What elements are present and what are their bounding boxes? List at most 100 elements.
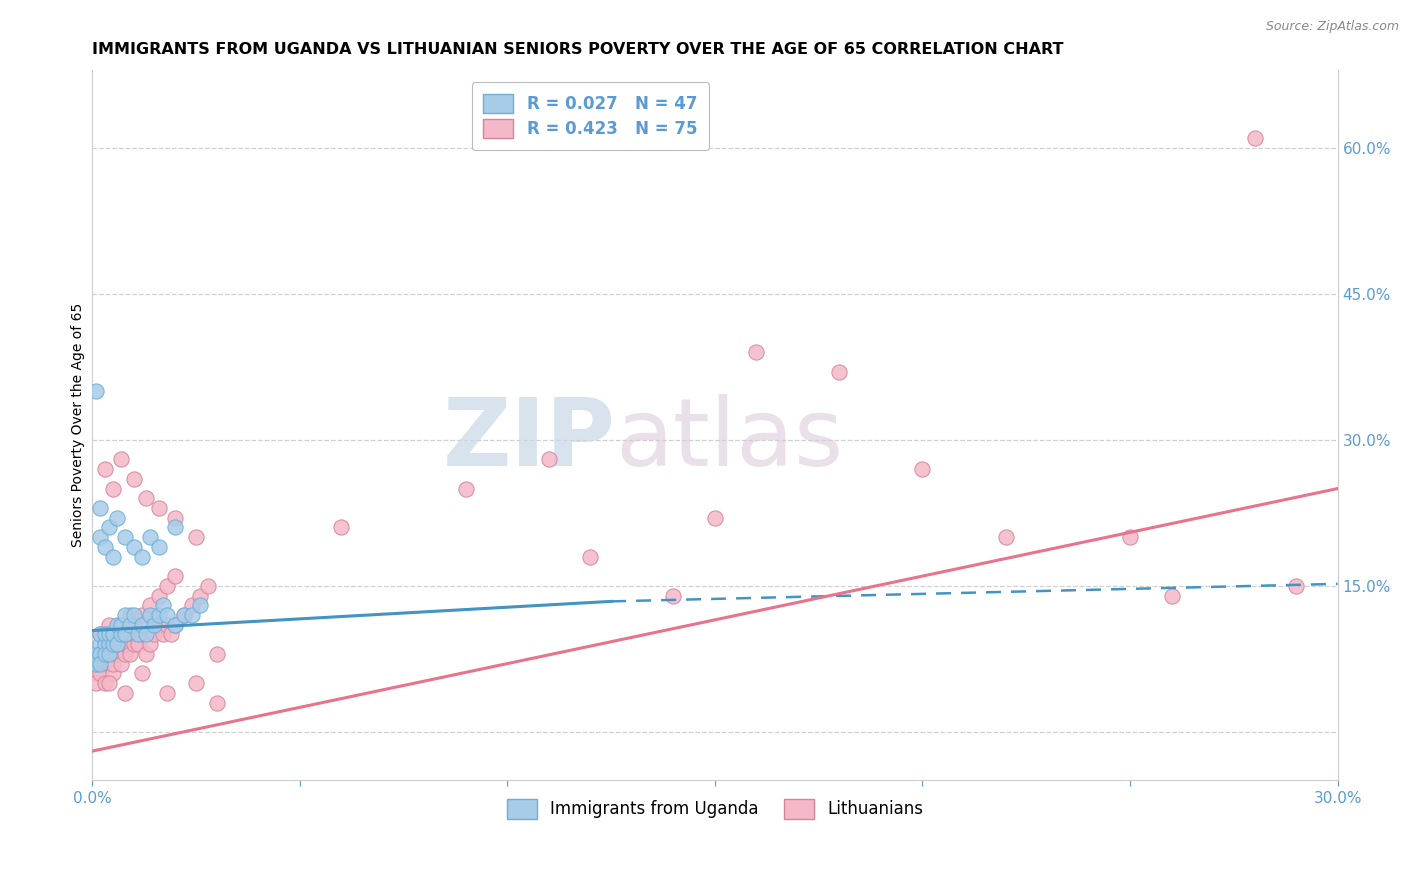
Point xyxy=(97,676,120,690)
Point xyxy=(93,637,115,651)
Point xyxy=(152,627,174,641)
Point xyxy=(131,549,153,564)
Legend: Immigrants from Uganda, Lithuanians: Immigrants from Uganda, Lithuanians xyxy=(501,793,929,825)
Point xyxy=(122,472,145,486)
Point xyxy=(122,617,145,632)
Point xyxy=(135,647,157,661)
Point xyxy=(110,617,132,632)
Point xyxy=(139,607,162,622)
Point xyxy=(97,520,120,534)
Point xyxy=(110,452,132,467)
Point xyxy=(105,637,128,651)
Point xyxy=(662,589,685,603)
Point xyxy=(101,627,124,641)
Point xyxy=(165,617,187,632)
Point xyxy=(89,657,111,671)
Point xyxy=(114,607,136,622)
Point xyxy=(703,510,725,524)
Point xyxy=(1160,589,1182,603)
Point xyxy=(93,462,115,476)
Point xyxy=(105,637,128,651)
Point xyxy=(89,627,111,641)
Point xyxy=(143,617,166,632)
Point xyxy=(579,549,602,564)
Point xyxy=(101,637,124,651)
Point xyxy=(188,599,211,613)
Point xyxy=(86,647,108,661)
Point xyxy=(165,569,187,583)
Point xyxy=(197,579,219,593)
Point xyxy=(122,627,145,641)
Point xyxy=(184,530,207,544)
Point xyxy=(165,510,187,524)
Point xyxy=(93,637,115,651)
Text: Source: ZipAtlas.com: Source: ZipAtlas.com xyxy=(1265,20,1399,33)
Point xyxy=(122,607,145,622)
Point xyxy=(101,627,124,641)
Point xyxy=(114,637,136,651)
Point xyxy=(86,384,108,399)
Point xyxy=(127,627,149,641)
Point xyxy=(93,676,115,690)
Point xyxy=(114,627,136,641)
Point xyxy=(994,530,1017,544)
Point xyxy=(188,589,211,603)
Point xyxy=(122,637,145,651)
Point xyxy=(105,617,128,632)
Point xyxy=(110,617,132,632)
Point xyxy=(97,647,120,661)
Point xyxy=(101,549,124,564)
Point xyxy=(745,345,768,359)
Point xyxy=(205,647,228,661)
Point xyxy=(184,676,207,690)
Point xyxy=(143,627,166,641)
Point xyxy=(93,647,115,661)
Point xyxy=(114,530,136,544)
Point xyxy=(1285,579,1308,593)
Point xyxy=(131,607,153,622)
Point xyxy=(114,627,136,641)
Point xyxy=(156,579,179,593)
Point xyxy=(205,696,228,710)
Point xyxy=(180,599,202,613)
Point xyxy=(180,607,202,622)
Point xyxy=(97,647,120,661)
Point xyxy=(156,686,179,700)
Point xyxy=(139,637,162,651)
Point xyxy=(160,627,183,641)
Point xyxy=(118,607,141,622)
Point xyxy=(89,666,111,681)
Point xyxy=(105,510,128,524)
Point xyxy=(165,617,187,632)
Point xyxy=(86,666,108,681)
Point xyxy=(148,501,170,516)
Point xyxy=(131,627,153,641)
Point xyxy=(148,540,170,554)
Point xyxy=(89,501,111,516)
Point xyxy=(173,607,195,622)
Point xyxy=(131,617,153,632)
Point xyxy=(911,462,934,476)
Point xyxy=(89,627,111,641)
Point xyxy=(118,647,141,661)
Point xyxy=(156,607,179,622)
Point xyxy=(828,365,851,379)
Point xyxy=(101,666,124,681)
Point xyxy=(156,617,179,632)
Text: atlas: atlas xyxy=(616,393,844,485)
Point xyxy=(173,607,195,622)
Point xyxy=(86,676,108,690)
Point xyxy=(148,589,170,603)
Point xyxy=(135,491,157,506)
Point xyxy=(131,666,153,681)
Point xyxy=(97,617,120,632)
Point xyxy=(89,647,111,661)
Point xyxy=(118,617,141,632)
Point xyxy=(1119,530,1142,544)
Point xyxy=(89,530,111,544)
Point xyxy=(93,540,115,554)
Point xyxy=(165,520,187,534)
Point xyxy=(93,647,115,661)
Point xyxy=(86,657,108,671)
Point xyxy=(93,627,115,641)
